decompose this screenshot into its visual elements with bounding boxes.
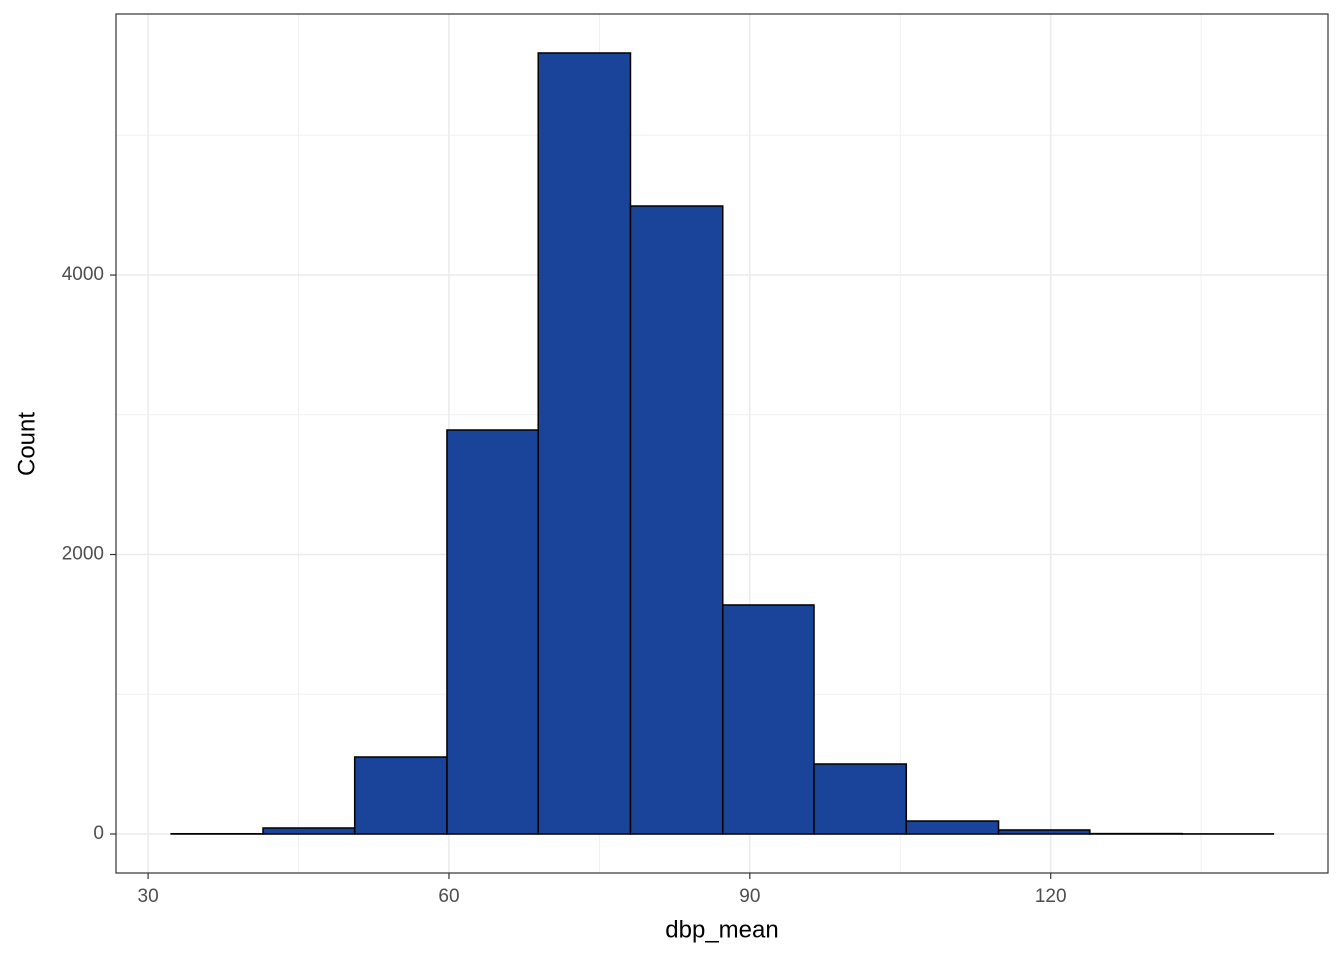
x-axis-title: dbp_mean	[665, 916, 778, 943]
bar	[813, 763, 908, 835]
bar	[353, 756, 448, 835]
x-tick-label: 60	[438, 886, 459, 907]
bar	[262, 827, 356, 835]
bar	[997, 829, 1091, 835]
y-axis-title: Count	[13, 412, 40, 476]
x-tick-label: 90	[739, 886, 760, 907]
bar	[629, 205, 724, 835]
x-tick-label: 120	[1035, 886, 1067, 907]
y-tick-label: 0	[93, 823, 104, 844]
bar	[722, 604, 815, 835]
bar	[537, 52, 632, 835]
bar	[905, 820, 1000, 835]
x-tick-label: 30	[138, 886, 159, 907]
bar	[446, 429, 539, 835]
y-tick-label: 2000	[62, 544, 104, 565]
plot-border	[115, 13, 1329, 874]
y-tick-label: 4000	[62, 264, 104, 285]
